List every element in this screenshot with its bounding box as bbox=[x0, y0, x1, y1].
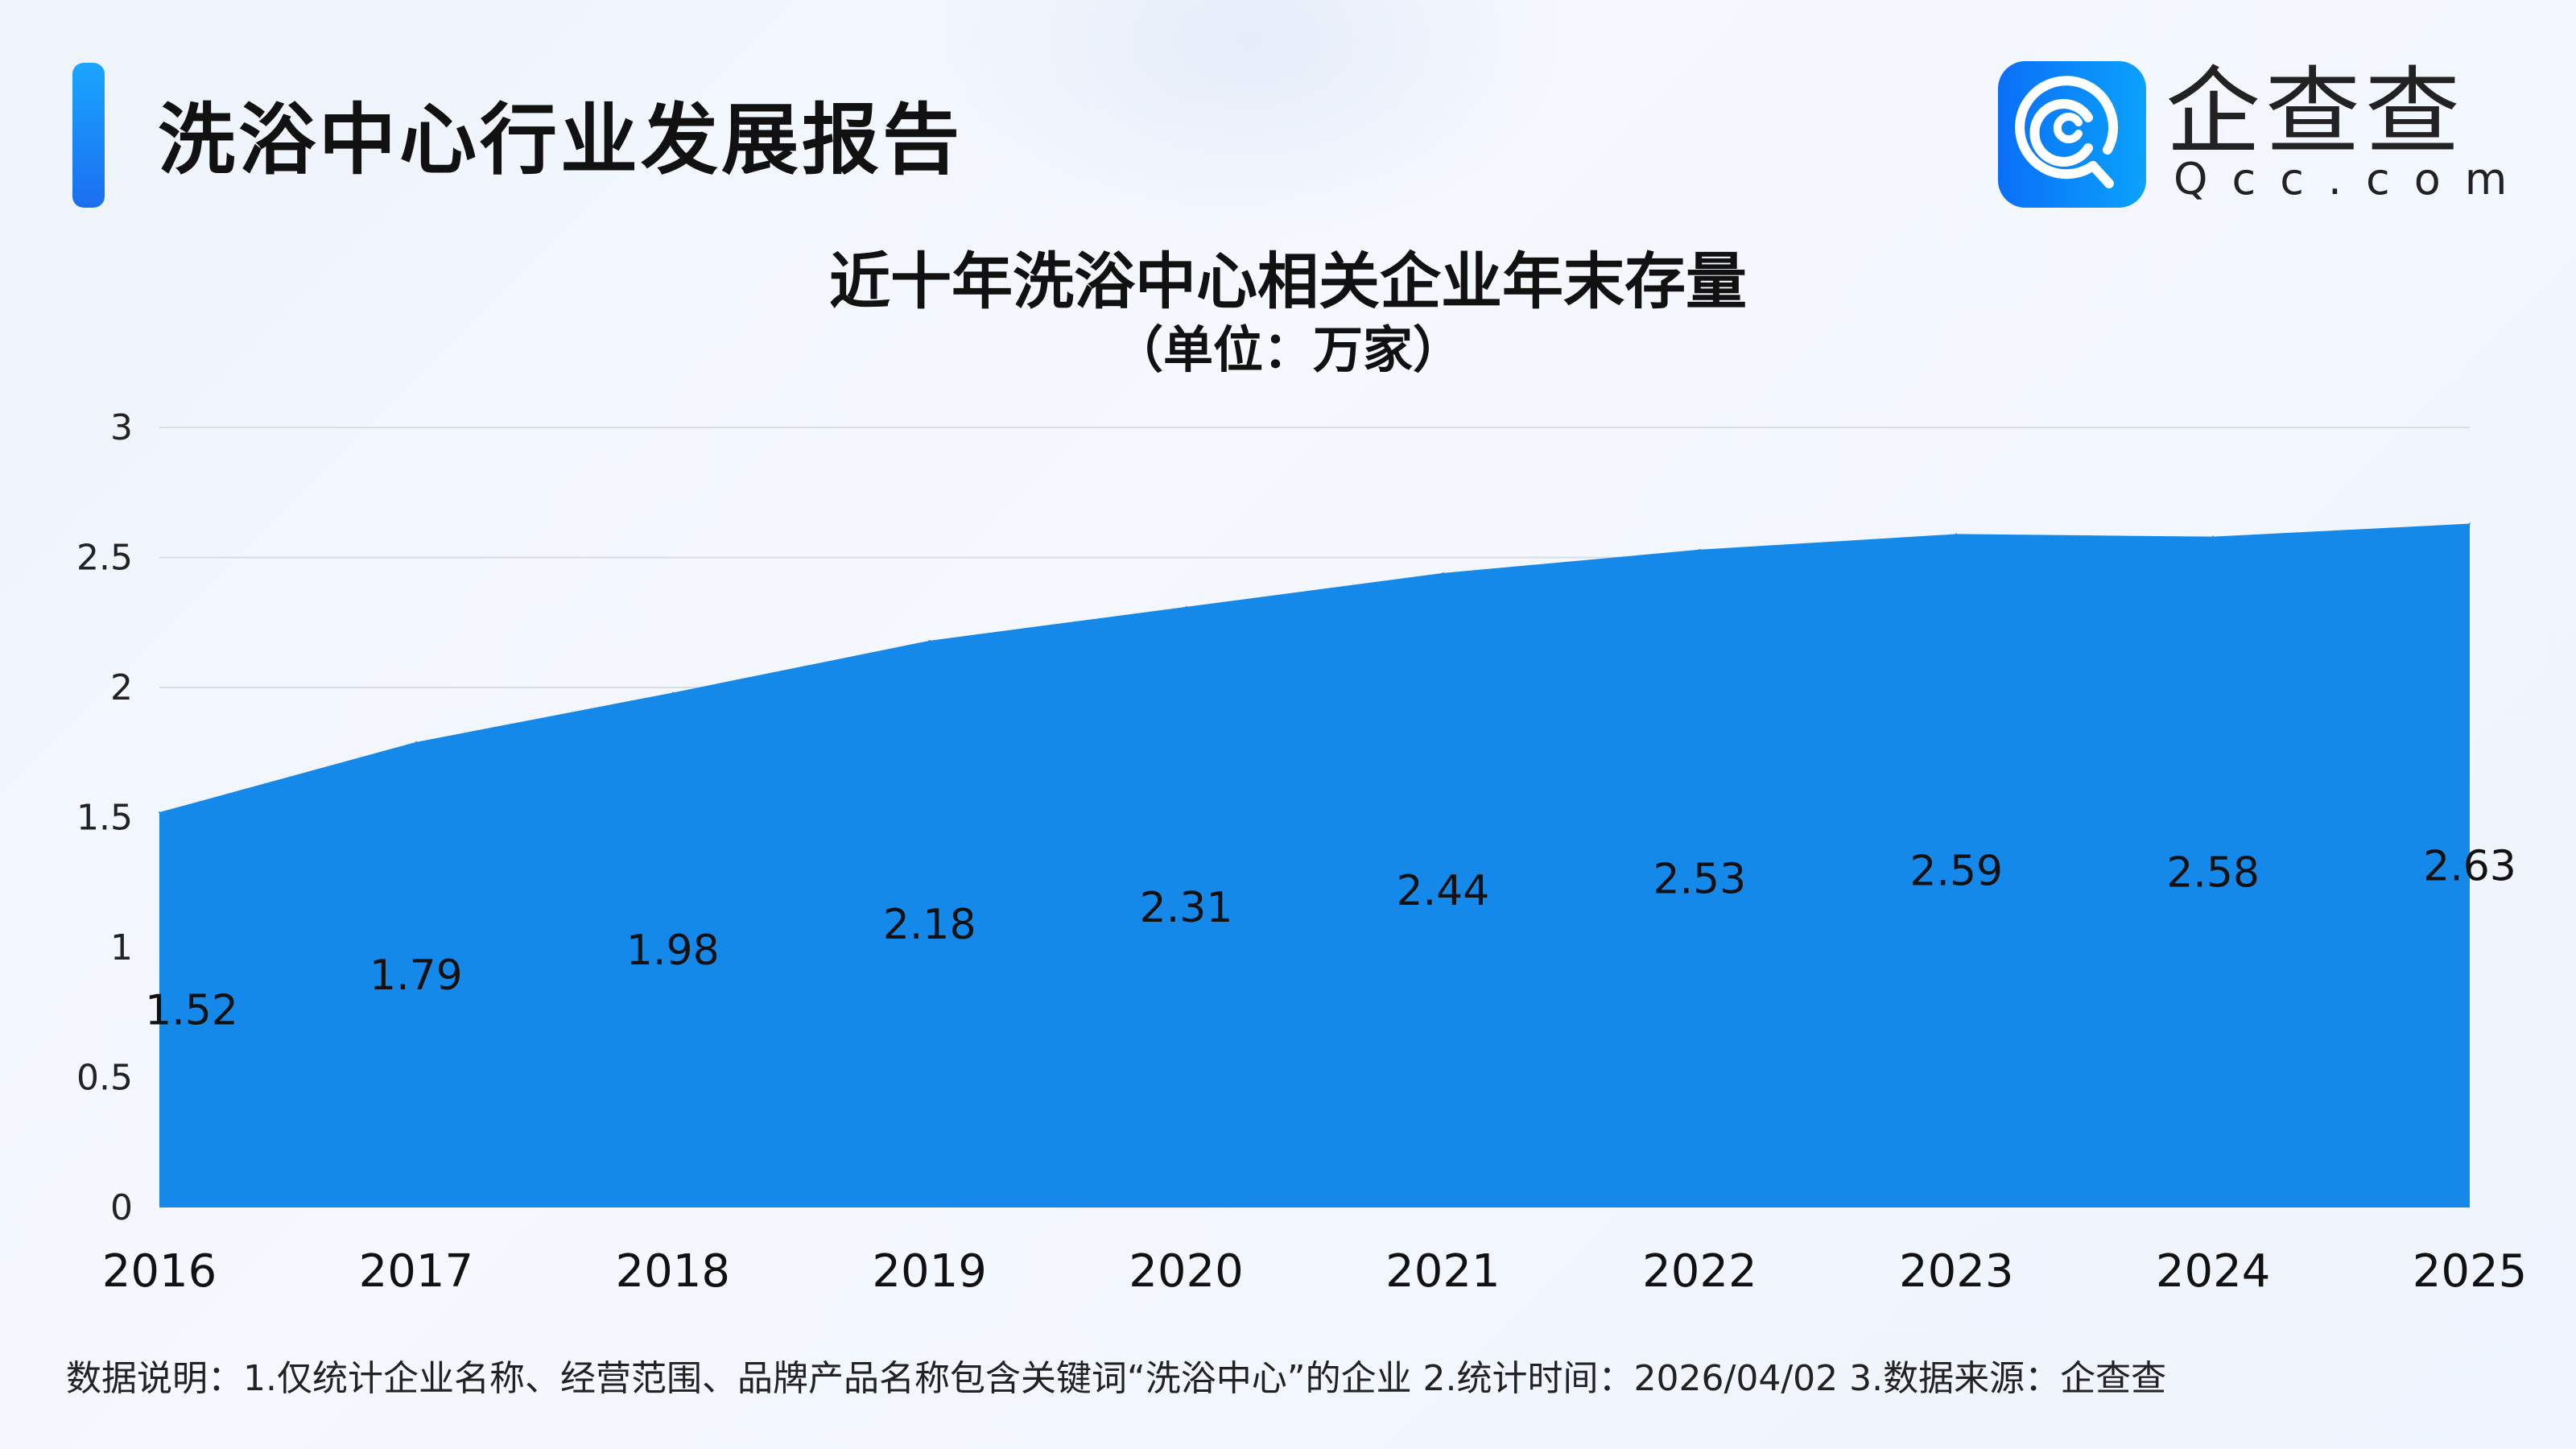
data-point bbox=[159, 811, 160, 814]
x-tick-label: 2025 bbox=[2413, 1245, 2528, 1298]
data-label: 2.59 bbox=[1909, 848, 2003, 896]
x-tick-label: 2018 bbox=[616, 1245, 731, 1298]
x-tick-label: 2022 bbox=[1642, 1245, 1757, 1298]
data-label: 2.53 bbox=[1653, 855, 1746, 903]
area-series bbox=[159, 523, 2470, 1208]
y-tick-label: 2.5 bbox=[76, 538, 133, 579]
data-label: 1.98 bbox=[626, 927, 720, 975]
logo-text-en: Qcc.com bbox=[2174, 154, 2532, 204]
y-tick-label: 2 bbox=[110, 667, 133, 708]
data-label: 2.44 bbox=[1397, 867, 1490, 915]
data-label: 2.18 bbox=[883, 901, 976, 949]
data-point bbox=[1699, 548, 1701, 551]
data-label: 2.31 bbox=[1140, 884, 1233, 932]
data-label: 1.79 bbox=[369, 952, 463, 1000]
y-tick-label: 1.5 bbox=[76, 798, 133, 839]
data-point bbox=[2469, 522, 2471, 525]
data-label: 2.63 bbox=[2423, 842, 2516, 890]
chart-subtitle: （单位：万家） bbox=[1113, 320, 1463, 379]
data-point bbox=[1442, 572, 1444, 574]
data-label: 2.58 bbox=[2166, 848, 2260, 897]
x-tick-label: 2024 bbox=[2156, 1245, 2271, 1298]
data-point bbox=[1185, 605, 1187, 608]
y-tick-label: 0.5 bbox=[76, 1058, 133, 1099]
data-point bbox=[415, 741, 417, 743]
x-tick-label: 2023 bbox=[1899, 1245, 2014, 1298]
x-tick-label: 2017 bbox=[359, 1245, 474, 1298]
data-point bbox=[671, 691, 674, 694]
y-tick-label: 3 bbox=[110, 407, 133, 448]
data-label: 1.52 bbox=[145, 987, 238, 1035]
data-point bbox=[2212, 535, 2215, 538]
report-title: 洗浴中心行业发展报告 bbox=[158, 95, 963, 185]
x-tick-label: 2019 bbox=[872, 1245, 987, 1298]
y-tick-label: 1 bbox=[110, 927, 133, 968]
data-point bbox=[1955, 533, 1958, 535]
title-accent-bar bbox=[72, 63, 105, 208]
qcc-logo-icon bbox=[1998, 61, 2146, 208]
y-tick-label: 0 bbox=[110, 1187, 133, 1228]
chart-title: 近十年洗浴中心相关企业年末存量 bbox=[829, 246, 1747, 317]
x-tick-label: 2020 bbox=[1129, 1245, 1244, 1298]
x-tick-label: 2016 bbox=[102, 1245, 217, 1298]
logo-text-cn: 企查查 bbox=[2165, 56, 2466, 167]
x-tick-label: 2021 bbox=[1385, 1245, 1501, 1298]
data-point bbox=[928, 639, 931, 642]
footer-note: 数据说明：1.仅统计企业名称、经营范围、品牌产品名称包含关键词“洗浴中心”的企业… bbox=[66, 1358, 2167, 1399]
